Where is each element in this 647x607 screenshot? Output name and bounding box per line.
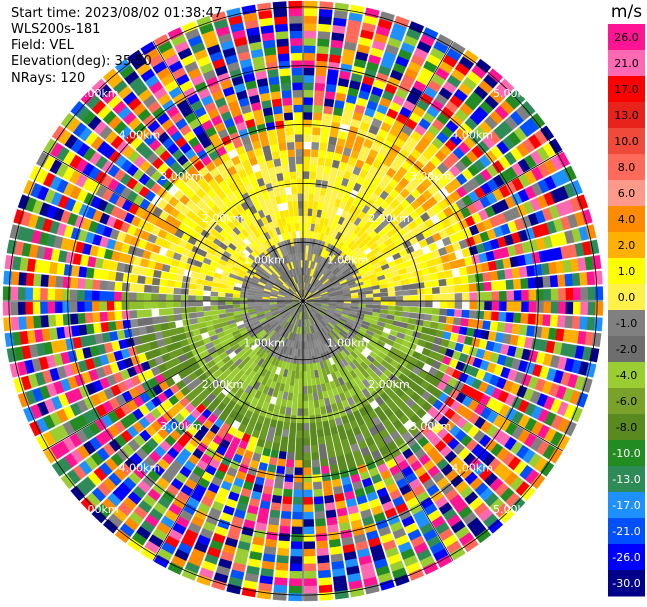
range-ring-label: 2.00km — [202, 378, 244, 391]
azimuth-spoke — [152, 40, 304, 302]
colorbar-swatch — [608, 362, 645, 389]
colorbar-tick-label: -1.0 — [616, 317, 637, 330]
range-ring-label: 1.00km — [243, 337, 285, 350]
range-ring-label: 5.00km — [493, 503, 535, 516]
colorbar-swatch — [608, 128, 645, 155]
range-rings — [3, 1, 603, 601]
ppi-plot: 1.00km 1.00km 1.00km 1.00km 2.00km 2.00km 2.00… — [2, 0, 604, 602]
colorbar-tick-label: -10.0 — [612, 447, 640, 460]
colorbar-swatch — [608, 466, 645, 493]
colorbar-tick-label: -2.0 — [616, 343, 637, 356]
colorbar-swatch — [608, 24, 645, 51]
colorbar-title: m/s — [611, 2, 642, 22]
azimuth-spoke — [302, 300, 564, 452]
colorbar-swatch — [608, 518, 645, 545]
colorbar-swatch — [608, 440, 645, 467]
colorbar-swatch — [608, 76, 645, 103]
colorbar-tick-label: -13.0 — [612, 473, 640, 486]
colorbar-tick-label: 17.0 — [614, 83, 639, 96]
colorbar-tick-label: 21.0 — [614, 57, 639, 70]
azimuth-spoke — [42, 150, 304, 302]
colorbar-tick-label: 26.0 — [614, 31, 639, 44]
start-time-label: Start time: 2023/08/02 01:38:47 — [11, 6, 223, 21]
colorbar-tick-label: 10.0 — [614, 135, 639, 148]
colorbar-swatch — [608, 102, 645, 129]
colorbar-tick-label: -21.0 — [612, 525, 640, 538]
colorbar-swatch — [608, 492, 645, 519]
colorbar-swatch — [608, 414, 645, 441]
range-ring-label: 5.00km — [77, 503, 119, 516]
range-ring-label: 5.00km — [493, 87, 535, 100]
colorbar-tick-label: -30.0 — [612, 577, 640, 590]
colorbar-tick-label: 1.0 — [618, 265, 636, 278]
elevation-label: Elevation(deg): 35.30 — [11, 54, 152, 69]
azimuth-spoke — [152, 300, 304, 562]
range-ring-label: 4.00km — [451, 129, 493, 142]
colorbar-tick-label: 4.0 — [618, 213, 636, 226]
colorbar-swatch — [608, 258, 645, 285]
colorbar-swatch — [608, 154, 645, 181]
range-ring-label: 4.00km — [119, 461, 161, 474]
range-ring-label: 3.00km — [160, 170, 202, 183]
range-ring-label: 4.00km — [451, 461, 493, 474]
azimuth-spoke — [302, 150, 564, 302]
colorbar-tick-label: -17.0 — [612, 499, 640, 512]
colorbar-tick-label: 0.0 — [618, 291, 636, 304]
ppi-gates — [2, 0, 604, 602]
colorbar-swatch — [608, 310, 645, 337]
colorbar-swatch — [608, 570, 645, 597]
colorbar-tick-label: 8.0 — [618, 161, 636, 174]
colorbar-swatch — [608, 284, 645, 311]
colorbar-tick-label: -8.0 — [616, 421, 637, 434]
colorbar-swatch — [608, 180, 645, 207]
azimuth-spoke — [42, 300, 304, 452]
colorbar-tick-label: 13.0 — [614, 109, 639, 122]
colorbar-swatch — [608, 544, 645, 571]
colorbar-tick-label: 2.0 — [618, 239, 636, 252]
colorbar-tick-label: -26.0 — [612, 551, 640, 564]
colorbar-swatch — [608, 206, 645, 233]
colorbar-tick-label: -4.0 — [616, 369, 637, 382]
instrument-label: WLS200s-181 — [11, 22, 101, 37]
field-label: Field: VEL — [11, 38, 74, 53]
range-ring-label: 2.00km — [368, 378, 410, 391]
range-ring-label: 2.00km — [202, 212, 244, 225]
range-ring-label: 1.00km — [327, 337, 369, 350]
range-ring-label: 4.00km — [119, 129, 161, 142]
colorbar-tick-label: 6.0 — [618, 187, 636, 200]
colorbar-swatch — [608, 50, 645, 77]
azimuth-spoke — [302, 40, 454, 302]
colorbar-swatch — [608, 388, 645, 415]
range-ring-label: 1.00km — [327, 253, 369, 266]
range-ring-label: 3.00km — [160, 420, 202, 433]
range-ring-label: 1.00km — [243, 253, 285, 266]
colorbar-swatch — [608, 336, 645, 363]
colorbar-swatch — [608, 232, 645, 259]
range-ring-labels: 1.00km 1.00km 1.00km 1.00km 2.00km 2.00km 2.00… — [77, 87, 535, 516]
colorbar-tick-label: -6.0 — [616, 395, 637, 408]
range-ring-label: 2.00km — [368, 212, 410, 225]
azimuth-spoke — [302, 300, 454, 562]
range-ring-label: 5.00km — [77, 87, 119, 100]
range-ring-label: 3.00km — [410, 170, 452, 183]
range-ring-label: 3.00km — [410, 420, 452, 433]
nrays-label: NRays: 120 — [11, 71, 86, 86]
